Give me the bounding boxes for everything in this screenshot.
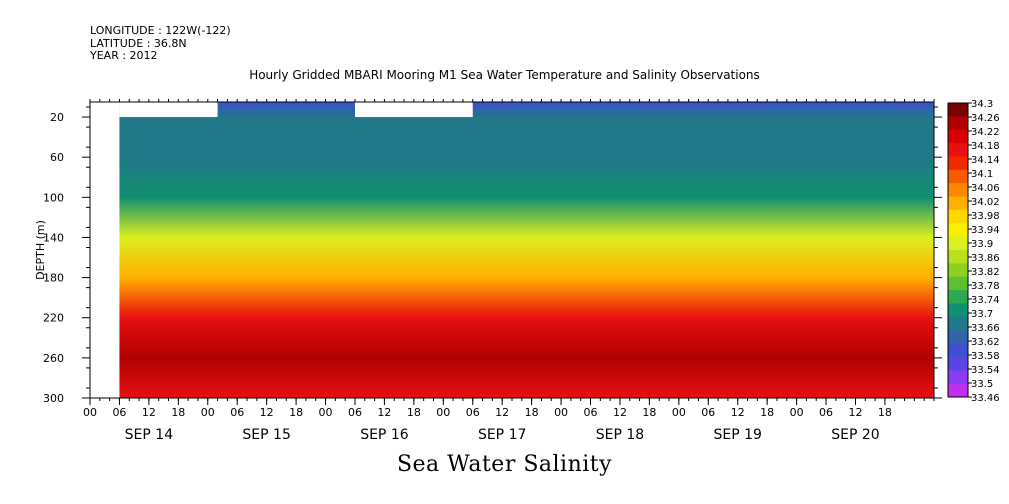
colorbar-swatch: [948, 223, 968, 238]
colorbar-label: 33.62: [971, 337, 1000, 348]
y-tick-label: 20: [50, 111, 64, 124]
x-date-label: SEP 16: [360, 427, 409, 443]
x-tick-label: 12: [613, 406, 627, 419]
y-tick-label: 140: [43, 231, 64, 244]
colorbar-label: 34.22: [971, 127, 1000, 138]
y-tick-label: 300: [43, 392, 64, 405]
x-tick-label: 12: [377, 406, 391, 419]
x-tick-label: 12: [848, 406, 862, 419]
y-tick-label: 100: [43, 191, 64, 204]
x-tick-label: 00: [319, 406, 333, 419]
x-tick-label: 00: [554, 406, 568, 419]
colorbar-swatch: [948, 383, 968, 398]
x-date-label: SEP 18: [596, 427, 644, 443]
x-tick-label: 00: [672, 406, 686, 419]
x-tick-label: 06: [112, 406, 126, 419]
colorbar-swatch: [948, 143, 968, 157]
x-date-label: SEP 17: [478, 427, 526, 443]
x-date-label: SEP 15: [242, 427, 290, 443]
x-tick-label: 12: [731, 406, 745, 419]
x-tick-label: 00: [83, 406, 97, 419]
x-tick-label: 06: [701, 406, 715, 419]
colorbar-swatch: [948, 316, 968, 331]
x-tick-label: 12: [495, 406, 509, 419]
colorbar-label: 33.54: [971, 365, 1000, 376]
colorbar-label: 33.66: [971, 323, 1000, 334]
colorbar-swatch: [948, 276, 968, 291]
colorbar-label: 34.1: [971, 169, 993, 180]
colorbar-label: 33.5: [971, 379, 993, 390]
x-tick-label: 06: [230, 406, 244, 419]
colorbar-swatch: [948, 330, 968, 345]
colorbar-label: 34.18: [971, 141, 1000, 152]
x-tick-label: 18: [407, 406, 421, 419]
colorbar-label: 33.78: [971, 281, 1000, 292]
colorbar-swatch: [948, 169, 968, 184]
x-tick-label: 06: [348, 406, 362, 419]
x-tick-label: 06: [466, 406, 480, 419]
x-date-label: SEP 14: [125, 427, 174, 443]
colorbar-label: 34.14: [971, 155, 1000, 166]
x-tick-label: 12: [260, 406, 274, 419]
y-tick-label: 260: [43, 352, 64, 365]
colorbar-swatch: [948, 209, 968, 224]
x-tick-label: 00: [436, 406, 450, 419]
colorbar-label: 33.98: [971, 211, 1000, 222]
x-date-label: SEP 19: [713, 427, 761, 443]
colorbar-swatch: [948, 116, 968, 131]
colorbar-label: 33.82: [971, 267, 1000, 278]
colorbar-swatch: [948, 290, 968, 304]
colorbar-label: 34.26: [971, 113, 1000, 124]
x-tick-label: 18: [171, 406, 185, 419]
colorbar-swatch: [948, 156, 968, 171]
variable-label: Sea Water Salinity: [396, 452, 613, 477]
y-axis-label: DEPTH (m): [34, 220, 47, 280]
colorbar-label: 34.02: [971, 197, 1000, 208]
y-tick-label: 220: [43, 312, 64, 325]
longitude-label: LONGITUDE : 122W(-122): [90, 24, 231, 37]
colorbar-frame: [947, 102, 969, 398]
x-tick-label: 18: [878, 406, 892, 419]
x-tick-label: 06: [584, 406, 598, 419]
x-tick-label: 18: [642, 406, 656, 419]
colorbar-label: 34.06: [971, 183, 1000, 194]
chart-title: Hourly Gridded MBARI Mooring M1 Sea Wate…: [249, 68, 760, 82]
salinity-field: [119, 102, 934, 398]
x-date-label: SEP 20: [831, 427, 879, 443]
metadata-block: LONGITUDE : 122W(-122) LATITUDE : 36.8N …: [90, 24, 231, 63]
colorbar-label: 33.94: [971, 225, 1000, 236]
colorbar-swatch: [948, 343, 968, 358]
x-tick-label: 18: [525, 406, 539, 419]
latitude-label: LATITUDE : 36.8N: [90, 36, 187, 50]
colorbar-label: 33.58: [971, 351, 1000, 362]
x-tick-label: 00: [790, 406, 804, 419]
colorbar-swatch: [948, 196, 968, 211]
colorbar-label: 33.7: [971, 309, 993, 320]
no-data-gap: [119, 102, 218, 118]
no-data-gap: [354, 102, 473, 118]
x-tick-label: 06: [819, 406, 833, 419]
colorbar-swatch: [948, 263, 968, 278]
colorbar-swatch: [948, 303, 968, 318]
colorbar-swatch: [948, 236, 968, 251]
year-label: YEAR : 2012: [90, 49, 158, 62]
y-tick-label: 180: [43, 272, 64, 285]
x-tick-label: 18: [289, 406, 303, 419]
colorbar-swatch: [948, 103, 968, 117]
colorbar-swatch: [948, 183, 968, 198]
colorbar-swatch: [948, 129, 968, 144]
colorbar-label: 33.74: [971, 295, 1000, 306]
y-tick-label: 60: [50, 151, 64, 164]
colorbar-label: 33.86: [971, 253, 1000, 264]
colorbar-label: 34.3: [971, 99, 993, 110]
x-tick-label: 00: [201, 406, 215, 419]
x-tick-label: 12: [142, 406, 156, 419]
x-tick-label: 18: [760, 406, 774, 419]
colorbar-label: 33.9: [971, 239, 993, 250]
colorbar-label: 33.46: [971, 393, 1000, 404]
colorbar-swatch: [948, 370, 968, 385]
colorbar-swatch: [948, 250, 968, 264]
colorbar-swatch: [948, 356, 968, 371]
